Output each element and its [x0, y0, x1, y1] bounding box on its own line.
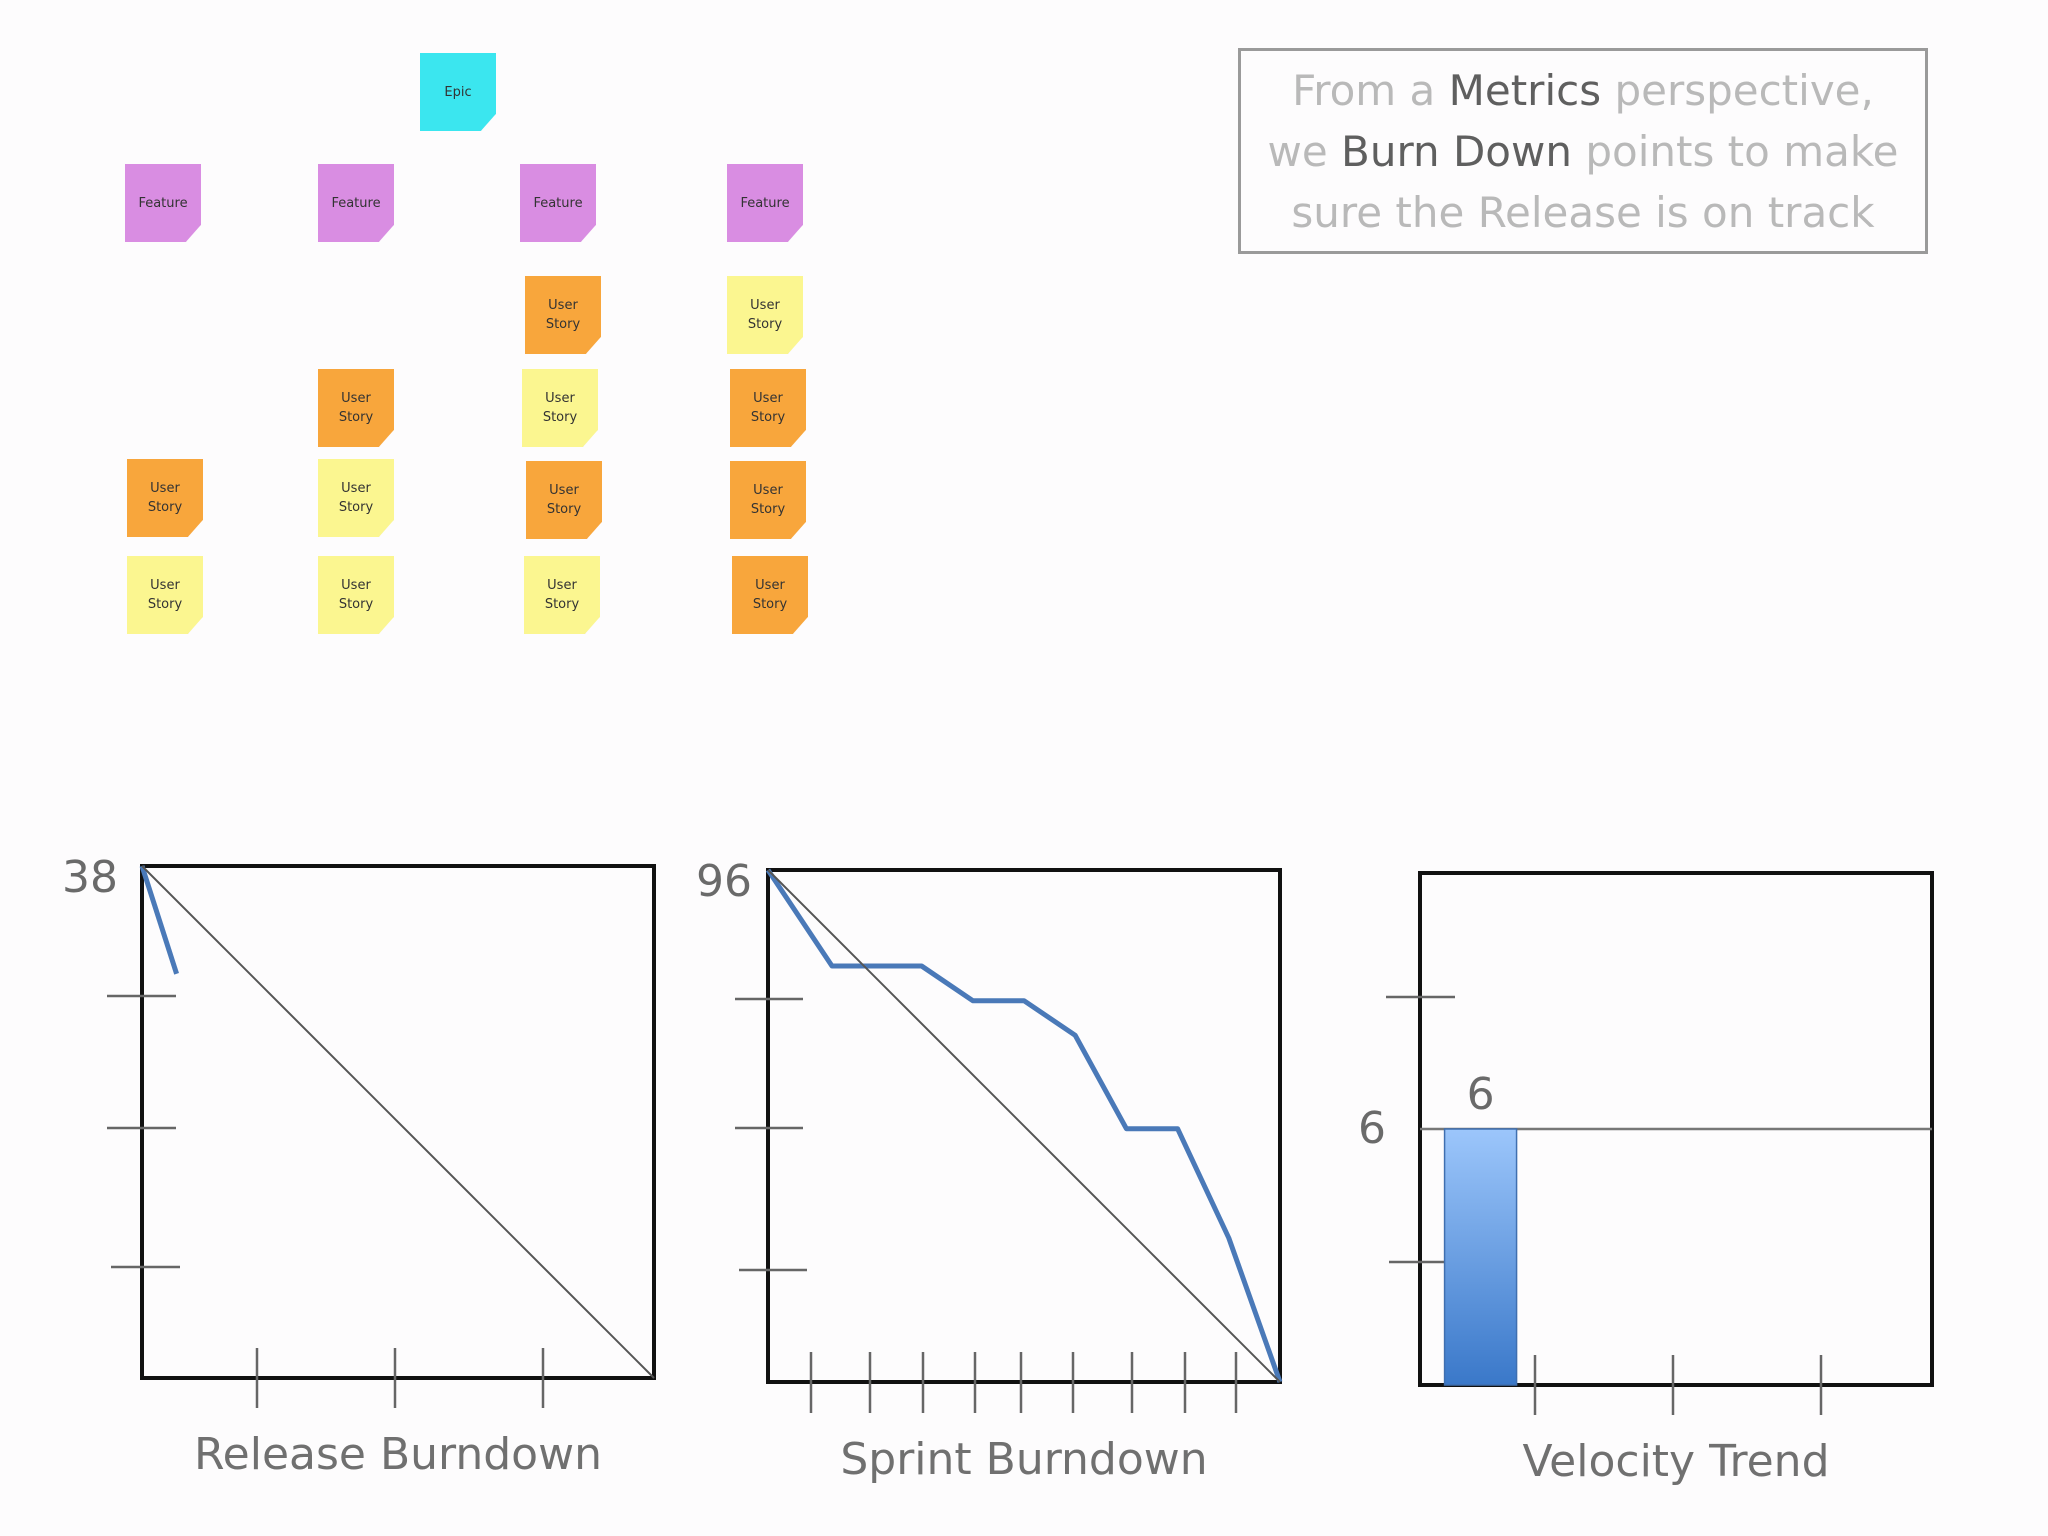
metrics-callout: From a Metrics perspective, we Burn Down… — [1238, 48, 1928, 254]
ideal-burndown-line — [141, 865, 655, 1379]
actual-burndown-line — [765, 868, 1283, 1383]
user-story-label: User Story — [338, 578, 374, 612]
user-story-label: User Story — [147, 481, 183, 515]
feature-note: Feature — [318, 164, 394, 242]
user-story-note: User Story — [318, 556, 394, 634]
user-story-label: User Story — [750, 483, 786, 517]
callout-text: we — [1267, 126, 1342, 176]
user-story-note: User Story — [524, 556, 600, 634]
feature-label: Feature — [138, 195, 188, 211]
user-story-note: User Story — [732, 556, 808, 634]
actual-burndown-line — [139, 865, 179, 975]
callout-line-1: From a Metrics perspective, — [1292, 60, 1874, 121]
user-story-note: User Story — [526, 461, 602, 539]
callout-emphasis: Burn Down — [1341, 126, 1572, 176]
velocity-trend-chart: 6 Velocity Trend 6 — [1358, 871, 1934, 1487]
user-story-label: User Story — [544, 578, 580, 612]
callout-text: From a — [1292, 65, 1449, 115]
user-story-note: User Story — [730, 369, 806, 447]
callout-line-3: sure the Release is on track — [1291, 187, 1875, 237]
feature-label: Feature — [740, 195, 790, 211]
callout-emphasis: Metrics — [1448, 65, 1602, 115]
user-story-note: User Story — [727, 276, 803, 354]
chart-title: Release Burndown — [194, 1429, 602, 1480]
user-story-label: User Story — [338, 481, 374, 515]
feature-label: Feature — [533, 195, 583, 211]
sprint-burndown-chart: 96 Sprint Burndown — [696, 856, 1283, 1485]
user-story-note: User Story — [525, 276, 601, 354]
user-story-label: User Story — [542, 391, 578, 425]
user-story-label: User Story — [750, 391, 786, 425]
y-max-label: 96 — [696, 856, 752, 907]
epic-note: Epic — [420, 53, 496, 131]
callout-text: perspective, — [1601, 65, 1874, 115]
reference-value-label: 6 — [1358, 1103, 1386, 1154]
user-story-note: User Story — [318, 459, 394, 537]
y-max-label: 38 — [62, 852, 118, 903]
user-story-label: User Story — [747, 298, 783, 332]
user-story-label: User Story — [338, 391, 374, 425]
release-burndown-chart: 38 Release Burndown — [62, 852, 656, 1480]
user-story-note: User Story — [127, 459, 203, 537]
bar-data-label: 6 — [1467, 1069, 1495, 1120]
chart-frame — [766, 868, 1282, 1384]
feature-note: Feature — [727, 164, 803, 242]
chart-frame — [140, 864, 656, 1380]
callout-text: points to make — [1571, 126, 1899, 176]
user-story-label: User Story — [752, 578, 788, 612]
user-story-label: User Story — [546, 483, 582, 517]
chart-title: Velocity Trend — [1522, 1436, 1829, 1487]
chart-title: Sprint Burndown — [840, 1434, 1207, 1485]
velocity-bar — [1443, 1128, 1518, 1386]
feature-label: Feature — [331, 195, 381, 211]
user-story-note: User Story — [127, 556, 203, 634]
callout-line-2: we Burn Down points to make — [1267, 121, 1898, 182]
epic-label: Epic — [444, 84, 472, 100]
user-story-note: User Story — [730, 461, 806, 539]
user-story-label: User Story — [147, 578, 183, 612]
feature-note: Feature — [125, 164, 201, 242]
user-story-note: User Story — [522, 369, 598, 447]
user-story-label: User Story — [545, 298, 581, 332]
feature-note: Feature — [520, 164, 596, 242]
user-story-note: User Story — [318, 369, 394, 447]
ideal-burndown-line — [767, 869, 1281, 1383]
